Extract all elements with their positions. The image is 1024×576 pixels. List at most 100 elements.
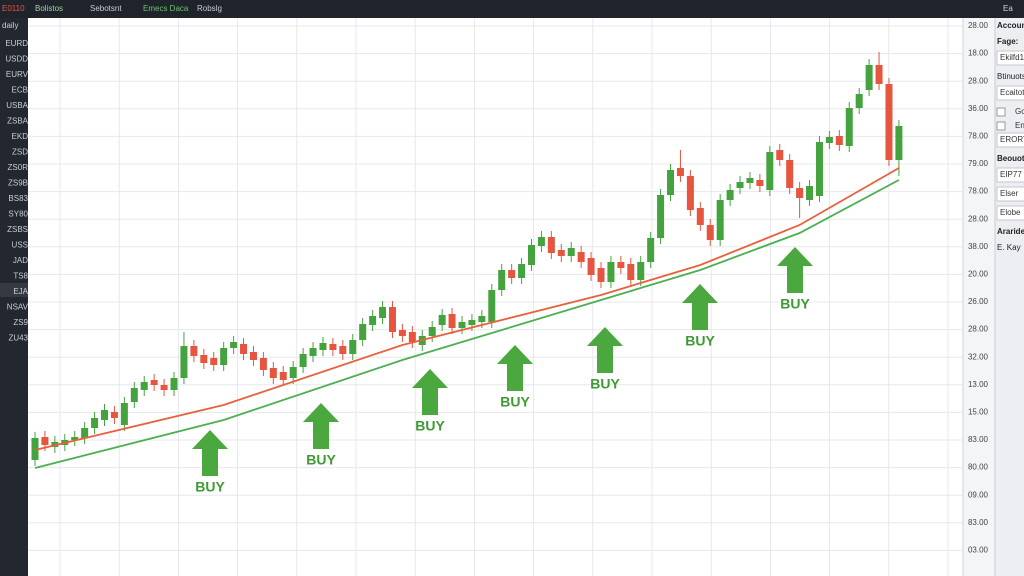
watchlist-item[interactable]: ZSBS	[7, 225, 28, 234]
watchlist-item[interactable]: ZU43	[8, 334, 28, 343]
candle-body	[855, 94, 863, 108]
input-box[interactable]	[996, 186, 1024, 202]
y-tick-label: 26.00	[968, 297, 989, 306]
y-tick-label: 13.00	[968, 380, 989, 389]
input-box[interactable]	[996, 205, 1024, 221]
watchlist-item[interactable]: ZS9	[13, 318, 28, 327]
candle-body	[190, 346, 198, 356]
y-tick-label: 09.00	[968, 490, 989, 499]
panel-note: E. Kay	[997, 243, 1021, 252]
watchlist-item[interactable]: USS	[12, 241, 28, 250]
candle-body	[359, 324, 367, 340]
y-tick-label: 28.00	[968, 21, 989, 30]
watchlist-item[interactable]: ZS0R	[8, 163, 29, 172]
y-tick-label: 28.00	[968, 76, 989, 85]
buy-arrow	[303, 403, 339, 449]
watchlist-item[interactable]: JAD	[13, 256, 28, 265]
candle-body	[736, 182, 744, 188]
watchlist-item[interactable]: USDD	[5, 55, 28, 64]
candle-body	[339, 346, 347, 354]
candle-body	[329, 344, 337, 350]
y-tick-label: 78.00	[968, 187, 989, 196]
y-tick-label: 28.00	[968, 325, 989, 334]
watchlist-item[interactable]: EJA	[13, 287, 28, 296]
y-tick-label: 18.00	[968, 49, 989, 58]
candle-body	[657, 195, 665, 238]
buy-label: BUY	[500, 394, 530, 410]
candle-body	[498, 270, 506, 290]
candle-body	[468, 320, 476, 325]
input-box[interactable]	[996, 132, 1024, 148]
watchlist-item[interactable]: EURD	[5, 39, 28, 48]
y-tick-label: 83.00	[968, 518, 989, 527]
y-tick-label: 79.00	[968, 159, 989, 168]
candle-body	[667, 170, 675, 195]
candle-body	[537, 237, 545, 246]
buy-label: BUY	[306, 452, 336, 468]
watchlist-item[interactable]: SY80	[8, 210, 28, 219]
candle-body	[91, 418, 99, 428]
candle-body	[398, 330, 406, 336]
candle-body	[518, 264, 526, 278]
candle-body	[478, 316, 486, 322]
candle-body	[557, 250, 565, 256]
watchlist-item[interactable]: ZSD	[12, 148, 28, 157]
checkbox[interactable]	[996, 121, 1006, 131]
buy-arrow	[497, 345, 533, 391]
watchlist-highlight	[0, 283, 28, 297]
candle-body	[438, 315, 446, 325]
watchlist-item[interactable]: USBA	[6, 101, 28, 110]
candle-body	[180, 346, 188, 378]
candle-body	[547, 237, 555, 253]
candle-body	[299, 354, 307, 367]
candle-body	[349, 340, 357, 354]
y-tick-label: 38.00	[968, 242, 989, 251]
candle-body	[71, 437, 79, 440]
watchlist-item[interactable]: BS83	[8, 194, 28, 203]
candle-body	[289, 367, 297, 378]
watchlist-item[interactable]: ZS9B	[8, 179, 28, 188]
candle-body	[110, 412, 118, 418]
buy-label: BUY	[780, 296, 810, 312]
input-value: EIP77	[1000, 170, 1022, 179]
buy-arrow	[682, 284, 718, 330]
y-tick-label: 36.00	[968, 104, 989, 113]
candle-body	[488, 290, 496, 322]
candle-body	[81, 428, 89, 438]
input-value: Elobe	[1000, 208, 1021, 217]
watchlist-item[interactable]: TS8	[13, 272, 28, 281]
watchlist-item[interactable]: NSAV	[7, 303, 29, 312]
candle-body	[865, 65, 873, 90]
top-tab[interactable]: Sebotsnt	[90, 4, 122, 13]
candle-body	[796, 188, 804, 198]
watchlist-item[interactable]: EKD	[12, 132, 29, 141]
candle-body	[428, 327, 436, 336]
candle-body	[726, 190, 734, 200]
candle-body	[508, 270, 516, 278]
input-box[interactable]	[996, 50, 1024, 66]
buy-label: BUY	[685, 333, 715, 349]
candle-body	[120, 403, 128, 425]
input-box[interactable]	[996, 167, 1024, 183]
watchlist-item[interactable]: EURV	[6, 70, 29, 79]
candle-body	[845, 108, 853, 146]
watchlist-item[interactable]: ECB	[12, 86, 28, 95]
candle-body	[686, 176, 694, 210]
y-tick-label: 03.00	[968, 546, 989, 555]
top-tab[interactable]: Robslg	[197, 4, 222, 13]
top-tab[interactable]: Emecs Daca	[143, 4, 189, 13]
candle-body	[279, 372, 287, 380]
candle-body	[825, 137, 833, 143]
input-box[interactable]	[996, 85, 1024, 101]
candle-body	[150, 380, 158, 385]
y-tick-label: 32.00	[968, 352, 989, 361]
input-value: Elser	[1000, 189, 1019, 198]
watchlist-item[interactable]: ZSBA	[7, 117, 29, 126]
candle-body	[528, 245, 535, 265]
candle-body	[259, 358, 267, 370]
top-tab[interactable]: Bolistos	[35, 4, 63, 13]
checkbox[interactable]	[996, 107, 1006, 117]
candle-body	[835, 136, 843, 145]
